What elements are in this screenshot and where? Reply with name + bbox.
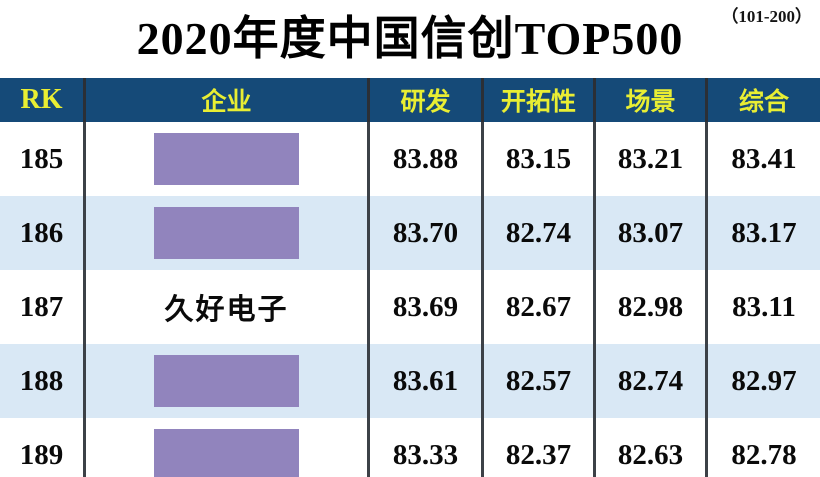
column-header-scene: 场景	[596, 78, 708, 122]
score-cell-scene: 83.21	[596, 122, 708, 196]
score-cell-overall: 82.78	[731, 438, 797, 471]
column-header-overall: 综合	[738, 88, 789, 116]
table-row: 187 久好电子 83.69 82.67 82.98 83.11	[0, 270, 820, 344]
column-header-rd: 研发	[370, 78, 484, 122]
score-cell-rd: 83.88	[370, 122, 484, 196]
company-cell	[86, 196, 370, 270]
table-row: 188 83.61 82.57 82.74 82.97	[0, 344, 820, 418]
score-cell-scene: 82.74	[596, 344, 708, 418]
score-cell-rd: 83.70	[370, 196, 484, 270]
score-cell-overall: 83.11	[732, 290, 796, 323]
table-header-row: RK 企业 研发 开拓性 场景 综合	[0, 78, 820, 122]
rank-cell: 185	[0, 122, 86, 196]
score-cell-pioneering: 83.15	[484, 122, 596, 196]
score-cell-pioneering: 82.57	[484, 344, 596, 418]
range-note: （101-200）	[721, 7, 812, 26]
score-cell-rd: 83.61	[370, 344, 484, 418]
rank-cell: 187	[0, 270, 86, 344]
company-redaction-box	[154, 429, 299, 477]
score-cell-pioneering: 82.74	[484, 196, 596, 270]
rank-cell: 188	[0, 344, 86, 418]
column-header-pioneering: 开拓性	[484, 78, 596, 122]
score-cell-scene: 83.07	[596, 196, 708, 270]
company-cell	[86, 344, 370, 418]
column-header-rk: RK	[0, 78, 86, 122]
table-row: 185 83.88 83.15 83.21 83.41	[0, 122, 820, 196]
table-row: 189 83.33 82.37 82.63 82.78	[0, 418, 820, 477]
company-redaction-box	[154, 133, 299, 185]
page-title: 2020年度中国信创TOP500	[136, 13, 684, 64]
score-cell-scene: 82.98	[596, 270, 708, 344]
score-cell-pioneering: 82.67	[484, 270, 596, 344]
title-bar: （101-200） 2020年度中国信创TOP500	[0, 0, 820, 78]
score-cell-pioneering: 82.37	[484, 418, 596, 477]
score-cell-overall: 83.41	[731, 142, 797, 175]
company-redaction-box	[154, 355, 299, 407]
ranking-table: RK 企业 研发 开拓性 场景 综合 185 83.88 83.15 83.21…	[0, 78, 820, 477]
column-header-company: 企业	[86, 78, 370, 122]
score-cell-rd: 83.33	[370, 418, 484, 477]
score-cell-overall: 82.97	[731, 364, 797, 397]
company-cell: 久好电子	[86, 270, 370, 344]
company-cell	[86, 418, 370, 477]
score-cell-overall: 83.17	[731, 216, 797, 249]
rank-cell: 186	[0, 196, 86, 270]
rank-cell: 189	[0, 418, 86, 477]
company-cell	[86, 122, 370, 196]
company-name: 久好电子	[164, 294, 289, 326]
table-row: 186 83.70 82.74 83.07 83.17	[0, 196, 820, 270]
score-cell-rd: 83.69	[370, 270, 484, 344]
company-redaction-box	[154, 207, 299, 259]
score-cell-scene: 82.63	[596, 418, 708, 477]
